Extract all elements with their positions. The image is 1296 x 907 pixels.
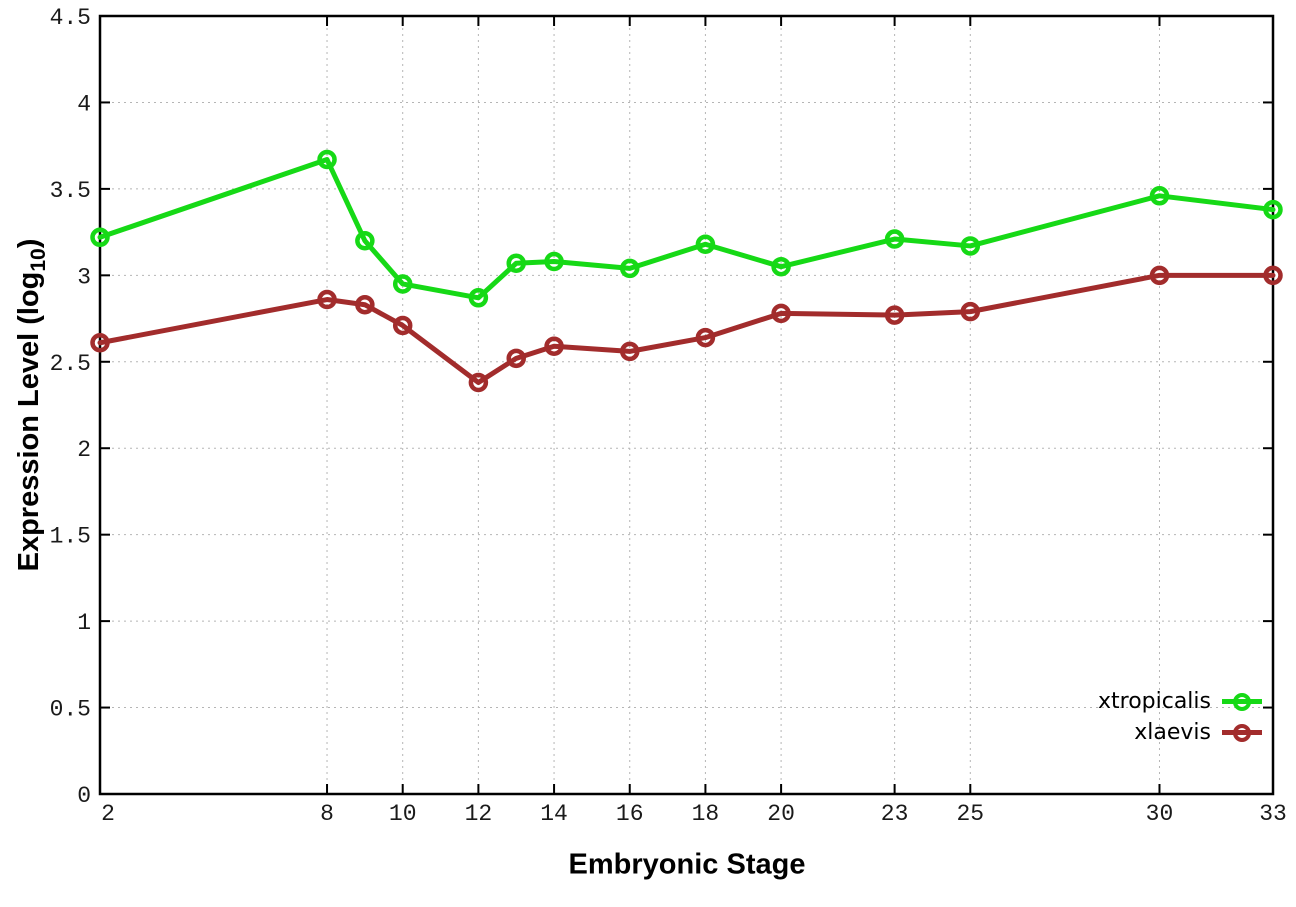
x-tick-label: 33 [1259, 801, 1287, 827]
x-tick-label: 18 [692, 801, 720, 827]
x-tick-label: 12 [465, 801, 493, 827]
data-point-xtropicalis-stage-8 [317, 149, 337, 170]
data-point-xtropicalis-stage-9 [355, 231, 375, 251]
x-tick-label: 20 [767, 801, 795, 827]
y-tick-label: 3 [77, 264, 91, 290]
x-tick-label: 14 [540, 801, 568, 827]
data-point-xtropicalis-stage-2 [90, 227, 110, 248]
data-point-xtropicalis-stage-13 [506, 253, 526, 273]
x-tick-label: 2 [101, 801, 115, 827]
legend-circle-icon [1233, 692, 1251, 711]
data-point-xtropicalis-stage-20 [771, 256, 791, 277]
data-point-xtropicalis-stage-18 [695, 234, 716, 254]
data-point-xlaevis-stage-14 [544, 336, 564, 356]
series-line-xlaevis [97, 272, 1276, 386]
data-point-xtropicalis-stage-25 [960, 236, 981, 256]
data-point-xtropicalis-stage-16 [619, 258, 640, 279]
data-point-xlaevis-stage-2 [90, 333, 110, 353]
y-tick-label: 2 [77, 437, 91, 463]
data-point-xlaevis-stage-9 [355, 294, 375, 315]
data-point-xtropicalis-stage-10 [392, 274, 413, 294]
data-point-xlaevis-stage-20 [771, 303, 791, 324]
y-axis-title-close: ) [13, 238, 45, 249]
data-point-xtropicalis-stage-30 [1149, 186, 1170, 206]
x-tick-label: 23 [881, 801, 909, 827]
data-point-xlaevis-stage-10 [392, 315, 413, 336]
data-point-xtropicalis-stage-33 [1263, 199, 1283, 220]
x-axis-title: Embryonic Stage [568, 848, 806, 881]
y-axis-title: Expression Level (log10) [13, 238, 50, 572]
y-axis-title-text: Expression Level (log [13, 271, 45, 572]
legend-item-xlaevis: xlaevis [1134, 717, 1262, 748]
x-tick-label: 25 [956, 801, 984, 827]
data-point-xlaevis-stage-25 [960, 301, 981, 322]
data-point-xtropicalis-stage-23 [884, 229, 905, 249]
legend-label-xtropicalis: xtropicalis [1097, 689, 1211, 714]
data-point-xlaevis-stage-16 [619, 341, 640, 362]
legend: xtropicalis xlaevis [1098, 686, 1262, 748]
y-tick-label: 1 [77, 610, 91, 636]
data-point-xlaevis-stage-13 [506, 348, 526, 369]
y-tick-label: 1.5 [50, 524, 91, 550]
data-point-xlaevis-stage-12 [468, 372, 489, 393]
series-line-xtropicalis [97, 156, 1276, 301]
data-point-xlaevis-stage-18 [695, 327, 716, 348]
data-point-xlaevis-stage-23 [884, 305, 905, 325]
y-tick-label: 0 [77, 783, 91, 809]
y-axis-title-subscript: 10 [27, 248, 50, 272]
y-tick-label: 4 [77, 91, 91, 117]
y-tick-label: 3.5 [50, 178, 91, 204]
x-tick-label: 8 [320, 801, 334, 827]
data-point-xlaevis-stage-30 [1149, 265, 1170, 286]
data-point-xlaevis-stage-33 [1263, 265, 1283, 286]
y-tick-label: 4.5 [50, 5, 91, 31]
y-tick-label: 0.5 [50, 697, 91, 723]
legend-circle-icon [1233, 723, 1251, 742]
plot-border [98, 14, 1275, 796]
legend-item-xtropicalis: xtropicalis [1098, 686, 1262, 717]
data-point-xlaevis-stage-8 [317, 289, 337, 310]
legend-marker-xtropicalis [1222, 691, 1262, 712]
data-point-xtropicalis-stage-12 [468, 288, 489, 308]
x-tick-label: 30 [1146, 801, 1174, 827]
y-tick-label: 2.5 [50, 351, 91, 377]
x-tick-label: 10 [389, 801, 417, 827]
legend-label-xlaevis: xlaevis [1134, 720, 1211, 745]
data-point-xtropicalis-stage-14 [544, 251, 564, 272]
legend-marker-xlaevis [1222, 722, 1262, 743]
x-tick-label: 16 [616, 801, 644, 827]
